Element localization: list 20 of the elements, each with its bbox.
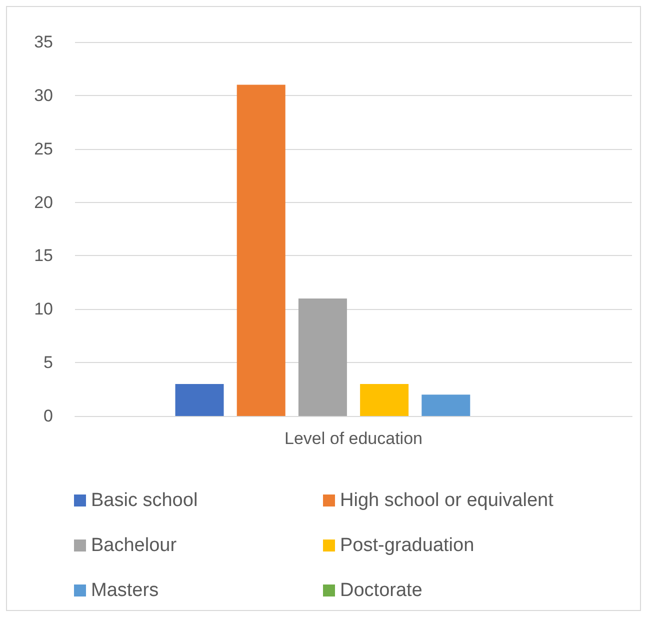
- y-tick-label: 10: [34, 300, 53, 319]
- y-tick-label: 5: [44, 353, 53, 372]
- y-tick-label: 15: [34, 246, 53, 266]
- y-tick-label: 20: [34, 192, 53, 212]
- legend-label: Post-graduation: [340, 535, 474, 556]
- legend-label: Basic school: [91, 490, 198, 511]
- y-tick-label: 0: [44, 406, 53, 426]
- y-tick-label: 25: [34, 139, 53, 158]
- bar: [236, 84, 286, 416]
- x-tick-label: Level of education: [284, 429, 422, 448]
- y-tick-label: 30: [34, 86, 53, 105]
- legend-label: Masters: [91, 580, 159, 601]
- bar: [422, 394, 470, 416]
- legend-label: High school or equivalent: [340, 490, 554, 511]
- bar: [175, 384, 224, 416]
- legend-label: Bachelour: [91, 535, 178, 556]
- bar: [298, 298, 347, 416]
- y-tick-label: 35: [34, 32, 53, 52]
- bar: [360, 384, 409, 416]
- legend-label: Doctorate: [340, 580, 422, 601]
